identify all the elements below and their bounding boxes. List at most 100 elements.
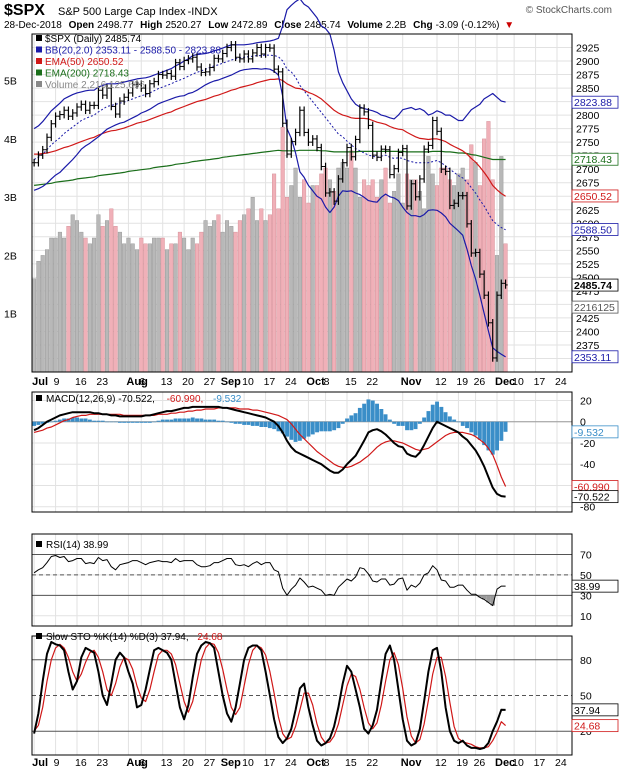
volume-bar <box>370 179 375 373</box>
x-tick-label: 13 <box>161 376 173 388</box>
x-tick-label: Dec <box>495 376 515 388</box>
macd-histogram-bar <box>139 421 144 423</box>
macd-histogram-bar <box>186 418 191 422</box>
macd-histogram-bar <box>49 421 54 423</box>
price-value-tag: 2588.50 <box>574 224 612 236</box>
price-tick-label: 2925 <box>576 43 600 55</box>
value-tag-box <box>571 703 619 717</box>
macd-histogram-bar <box>499 421 504 441</box>
macd-histogram-bar <box>255 421 259 426</box>
volume-tick-label: 2B <box>4 250 17 262</box>
volume-bar <box>242 214 247 373</box>
macd-histogram-bar <box>199 418 204 422</box>
macd-histogram-bar <box>207 419 212 422</box>
volume-bar <box>246 208 251 373</box>
volume-bar <box>143 243 148 373</box>
macd-histogram-bar <box>250 421 255 426</box>
x-tick-label: 19 <box>456 376 468 388</box>
macd-histogram-bar <box>319 421 324 432</box>
volume-bar <box>387 202 392 373</box>
rsi-oversold-fill <box>486 595 491 603</box>
volume-bar <box>469 144 474 373</box>
x-tick-label: Oct <box>306 376 325 388</box>
macd-histogram-bar <box>233 421 238 424</box>
macd-histogram-bar <box>212 419 217 422</box>
macd-histogram-bar <box>57 419 62 422</box>
macd-histogram-bar <box>40 421 45 424</box>
price-legend-entry: BB(20,2.0) 2353.11 - 2588.50 - 2823.88 <box>45 46 221 57</box>
volume-bar <box>79 231 84 373</box>
volume-bar <box>36 261 41 373</box>
macd-histogram-bar <box>469 421 474 433</box>
volume-bar <box>499 156 504 373</box>
x-tick-label: 17 <box>534 376 546 388</box>
volume-bar <box>340 161 345 373</box>
x-tick-label: 24 <box>555 757 567 769</box>
x-tick-label: 22 <box>366 757 378 769</box>
volume-bar <box>117 231 122 373</box>
macd-histogram-bar <box>460 421 465 426</box>
x-tick-label: 10 <box>512 757 524 769</box>
volume-bar <box>207 226 212 373</box>
x-tick-label: 17 <box>264 757 276 769</box>
volume-bar <box>345 167 350 373</box>
volume-bar <box>327 179 332 373</box>
volume-bar <box>362 179 367 373</box>
price-tick-label: 2900 <box>576 56 600 68</box>
price-panel-frame <box>31 33 573 373</box>
value-tag-box <box>571 189 619 203</box>
macd-histogram-bar <box>422 417 427 422</box>
legend-swatch <box>36 58 42 64</box>
value-tag-box <box>571 95 619 109</box>
volume-bar <box>379 179 384 373</box>
volume-bar <box>315 185 320 373</box>
x-tick-label: 10 <box>242 757 254 769</box>
value-tag-box <box>571 300 619 314</box>
volume-bar <box>194 243 199 373</box>
x-tick-label: 12 <box>435 757 447 769</box>
x-tick-label: 13 <box>161 757 173 769</box>
x-tick-label: 16 <box>75 376 87 388</box>
macd-legend-entry: -60.990, <box>167 394 204 405</box>
volume-bar <box>203 220 208 373</box>
x-tick-label: Oct <box>306 757 325 769</box>
value-tag-box <box>571 350 619 364</box>
macd-histogram-bar <box>83 418 88 422</box>
x-tick-label: 9 <box>54 757 60 769</box>
sto-tick-label: 50 <box>580 691 592 703</box>
macd-histogram-bar <box>345 418 349 422</box>
x-tick-label: 12 <box>435 376 447 388</box>
price-tick-label: 2700 <box>576 164 600 176</box>
volume-bar <box>417 191 422 373</box>
macd-histogram-bar <box>465 421 469 429</box>
macd-histogram-bar <box>75 417 79 422</box>
macd-histogram-bar <box>92 420 97 422</box>
macd-histogram-bar <box>447 416 452 422</box>
volume-bar <box>293 167 298 373</box>
sto-value-tag: 37.94 <box>574 705 600 717</box>
macd-histogram-bar <box>323 421 328 432</box>
volume-bar <box>452 185 457 373</box>
macd-histogram-bar <box>263 421 268 427</box>
macd-tick-label: 20 <box>580 395 592 407</box>
price-value-tag: 2216125 <box>574 302 615 314</box>
macd-histogram-bar <box>126 421 131 423</box>
x-tick-label: 24 <box>285 757 297 769</box>
sto-panel-frame <box>31 635 573 756</box>
volume-bar <box>199 231 204 373</box>
x-tick-label: 19 <box>456 757 468 769</box>
x-tick-label: 23 <box>96 757 108 769</box>
value-tag-box <box>571 490 619 504</box>
x-tick-label: Nov <box>401 757 423 769</box>
volume-bar <box>40 255 45 373</box>
rsi-legend-entry: RSI(14) 38.99 <box>46 540 109 551</box>
volume-bar <box>147 243 152 373</box>
volume-bar <box>229 226 234 373</box>
rsi-tick-label: 10 <box>580 611 592 623</box>
macd-histogram-bar <box>297 421 302 441</box>
ticker-symbol: $SPX <box>4 2 45 19</box>
macd-tick-label: 0 <box>580 417 586 429</box>
macd-value-tag: -9.532 <box>574 427 604 439</box>
macd-histogram-bar <box>327 421 332 432</box>
macd-tick-label: -40 <box>580 459 595 471</box>
